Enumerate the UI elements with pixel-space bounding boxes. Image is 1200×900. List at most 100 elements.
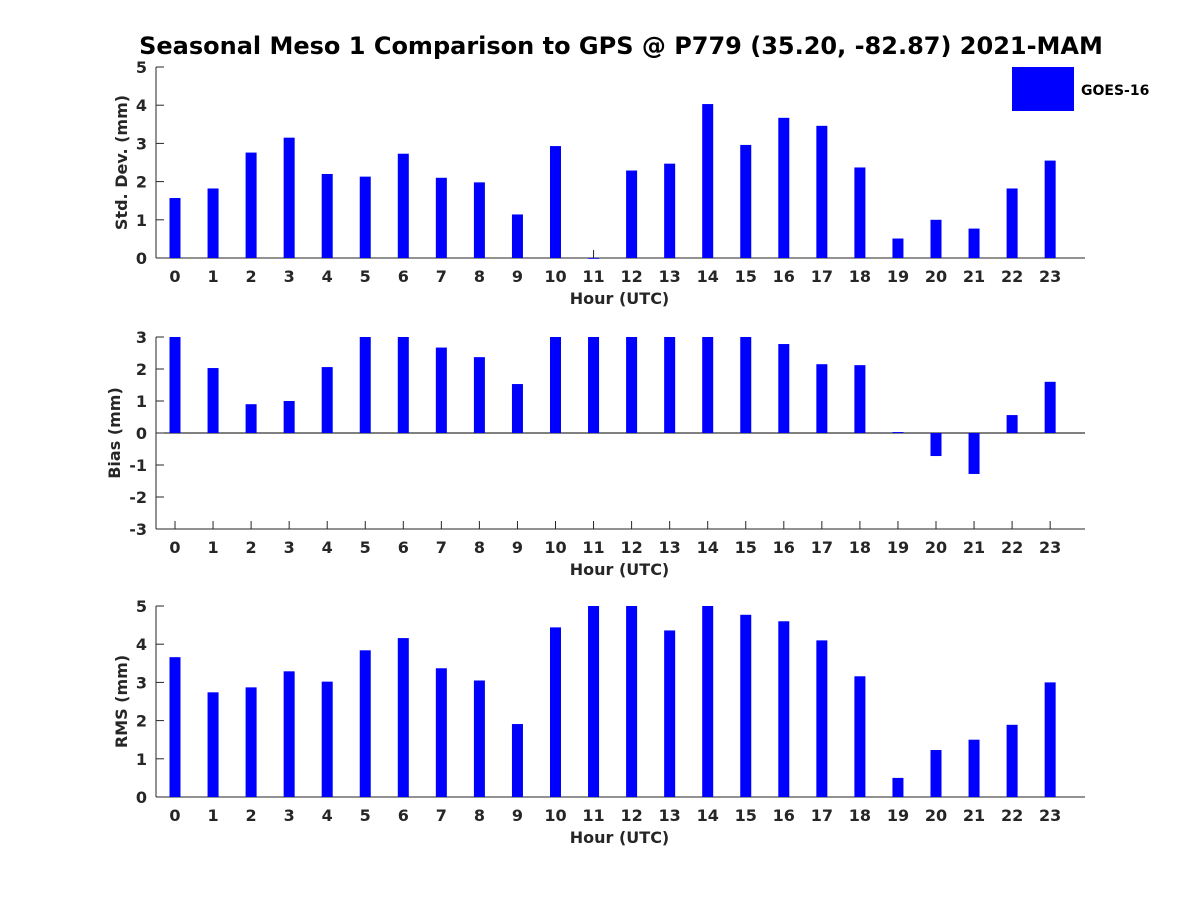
rms-x-tick-label: 17 [811, 806, 833, 825]
std-dev-x-tick-label: 14 [697, 267, 719, 286]
std-dev-bar [664, 163, 676, 258]
bias-x-tick-label: 17 [811, 538, 833, 557]
bias-y-tick-label: 2 [136, 360, 147, 379]
std-dev-bar [397, 153, 409, 258]
bias-x-tick-label: 13 [659, 538, 681, 557]
bias-bar [892, 432, 904, 433]
rms-bar [435, 668, 447, 797]
std-dev-x-tick-label: 19 [887, 267, 909, 286]
bias-bar [473, 357, 485, 433]
std-dev-bar [359, 176, 371, 258]
std-dev-x-tick-label: 4 [322, 267, 333, 286]
rms-x-tick-label: 3 [284, 806, 295, 825]
bias-bar [968, 433, 980, 474]
std-dev-x-tick-label: 3 [284, 267, 295, 286]
bias-y-tick-label: -2 [129, 488, 147, 507]
std-dev-y-tick-label: 2 [136, 173, 147, 192]
rms-x-tick-label: 16 [773, 806, 795, 825]
std-dev-x-tick-label: 5 [360, 267, 371, 286]
rms-x-tick-label: 0 [169, 806, 180, 825]
bias-x-tick-label: 19 [887, 538, 909, 557]
rms-x-tick-label: 8 [474, 806, 485, 825]
std-dev-x-tick-label: 2 [246, 267, 257, 286]
rms-x-tick-label: 13 [659, 806, 681, 825]
bias-y-axis-label: Bias (mm) [105, 387, 124, 479]
rms-bar [397, 638, 409, 797]
bias-x-tick-label: 15 [735, 538, 757, 557]
bias-x-tick-label: 18 [849, 538, 871, 557]
std-dev-bar [435, 177, 447, 258]
std-dev-x-tick-label: 1 [207, 267, 218, 286]
bias-bar [1044, 381, 1056, 433]
rms-bar [740, 614, 752, 797]
std-dev-bar [550, 146, 561, 258]
std-dev-x-tick-label: 20 [925, 267, 947, 286]
rms-x-tick-label: 11 [582, 806, 604, 825]
bias-x-tick-label: 20 [925, 538, 947, 557]
rms-x-tick-label: 22 [1001, 806, 1023, 825]
bias-y-tick-label: 1 [136, 392, 147, 411]
std-dev-x-tick-label: 12 [620, 267, 642, 286]
bias-x-tick-label: 8 [474, 538, 485, 557]
bias-bar [435, 347, 447, 433]
std-dev-bar [968, 228, 980, 258]
std-dev-x-tick-label: 9 [512, 267, 523, 286]
std-dev-y-tick-label: 0 [136, 249, 147, 268]
bias-x-tick-label: 14 [697, 538, 719, 557]
std-dev-y-tick-label: 1 [136, 211, 147, 230]
bias-x-tick-label: 9 [512, 538, 523, 557]
bias-x-tick-label: 5 [360, 538, 371, 557]
rms-x-tick-label: 12 [620, 806, 642, 825]
std-dev-bar [626, 170, 638, 258]
rms-bar [511, 724, 523, 797]
std-dev-bar [321, 173, 333, 258]
rms-x-tick-label: 1 [207, 806, 218, 825]
rms-x-tick-label: 20 [925, 806, 947, 825]
std-dev-bar [473, 182, 485, 258]
std-dev-bar [930, 219, 942, 258]
std-dev-bar [740, 144, 752, 258]
std-dev-bar [511, 214, 523, 258]
std-dev-x-tick-label: 7 [436, 267, 447, 286]
bias-x-tick-label: 3 [284, 538, 295, 557]
rms-bar [245, 687, 257, 797]
std-dev-bar [1006, 188, 1018, 258]
bias-x-tick-label: 16 [773, 538, 795, 557]
bias-bar [778, 344, 790, 433]
bias-x-tick-label: 22 [1001, 538, 1023, 557]
std-dev-y-axis-label: Std. Dev. (mm) [112, 95, 131, 230]
std-dev-x-tick-label: 21 [963, 267, 985, 286]
bias-x-tick-label: 21 [963, 538, 985, 557]
bias-bar [816, 364, 828, 433]
rms-bar [550, 627, 561, 797]
bias-x-tick-label: 23 [1039, 538, 1061, 557]
bias-bar [397, 337, 409, 433]
rms-bar [664, 630, 676, 797]
std-dev-x-tick-label: 22 [1001, 267, 1023, 286]
rms-y-tick-label: 1 [136, 750, 147, 769]
bias-bar [740, 337, 752, 433]
bias-y-tick-label: -1 [129, 456, 147, 475]
rms-x-tick-label: 5 [360, 806, 371, 825]
bias-bar [854, 365, 866, 433]
rms-x-tick-label: 4 [322, 806, 333, 825]
bias-y-tick-label: 0 [136, 424, 147, 443]
rms-x-tick-label: 21 [963, 806, 985, 825]
std-dev-x-axis-label: Hour (UTC) [570, 289, 670, 308]
figure-title: Seasonal Meso 1 Comparison to GPS @ P779… [139, 32, 1103, 60]
rms-x-tick-label: 2 [246, 806, 257, 825]
bias-x-tick-label: 6 [398, 538, 409, 557]
std-dev-bar [245, 152, 257, 258]
bias-y-tick-label: -3 [129, 520, 147, 539]
bias-x-tick-label: 1 [207, 538, 218, 557]
rms-y-tick-label: 4 [136, 635, 147, 654]
std-dev-bar [169, 198, 181, 258]
rms-x-tick-label: 15 [735, 806, 757, 825]
std-dev-bar [283, 137, 295, 258]
rms-bar [968, 739, 980, 797]
std-dev-x-tick-label: 10 [544, 267, 566, 286]
rms-bar [854, 676, 866, 797]
std-dev-x-tick-label: 0 [169, 267, 180, 286]
